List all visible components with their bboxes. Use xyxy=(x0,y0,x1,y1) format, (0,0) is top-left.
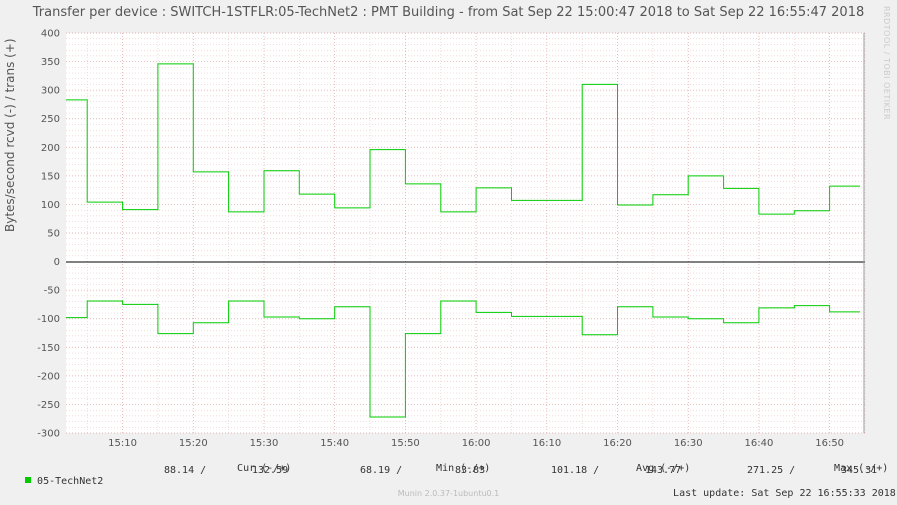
x-tick-label: 15:30 xyxy=(250,438,279,449)
y-tick-label: 150 xyxy=(41,171,60,182)
legend-series-entry: 05-TechNet2 xyxy=(13,465,103,487)
y-tick-label: 100 xyxy=(41,200,60,211)
series-group xyxy=(66,63,860,418)
legend-max-pos-wrap: 345.31 xyxy=(841,465,877,476)
last-update: Last update: Sat Sep 22 16:55:33 2018 xyxy=(673,488,896,499)
y-tick-label: 250 xyxy=(41,114,60,125)
y-tick-label: 0 xyxy=(54,257,60,268)
legend-header-cur: Cur (-/+) xyxy=(237,463,292,474)
y-tick-label: 350 xyxy=(41,57,60,68)
minor-grid xyxy=(66,33,866,433)
x-tick-label: 15:10 xyxy=(108,438,137,449)
x-tick-label: 16:00 xyxy=(462,438,491,449)
legend-color-swatch xyxy=(25,477,32,483)
y-tick-label: -100 xyxy=(37,314,60,325)
y-tick-label: -50 xyxy=(44,286,60,297)
y-tick-label: 200 xyxy=(41,143,60,154)
legend-header-max-wrap: Max (-/+) xyxy=(822,452,888,474)
legend-avg-pos: 143.77 xyxy=(645,465,682,476)
x-tick-label: 15:40 xyxy=(320,438,349,449)
legend-min-neg: 68.19 / xyxy=(360,465,403,476)
x-tick-label: 15:50 xyxy=(391,438,420,449)
legend-header-avg-wrap: Avg (-/+) xyxy=(624,452,690,474)
y-tick-labels: 400 350 300 250 200 150 100 50 0 -50 -100 -150 -200 -… xyxy=(37,29,60,440)
y-tick-label: -150 xyxy=(37,343,60,354)
legend-avg-pos-wrap: 143.77 xyxy=(645,465,681,476)
chart-title: Transfer per device : SWITCH-1STFLR:05-T… xyxy=(32,5,865,20)
rrdtool-watermark: RRDTOOL / TOBI OETIKER xyxy=(882,6,891,121)
legend-cur-neg: 88.14 / xyxy=(164,465,207,476)
legend-max-neg-wrap: 271.25 / xyxy=(747,465,795,476)
x-tick-label: 16:20 xyxy=(603,438,632,449)
x-tick-label: 16:30 xyxy=(674,438,703,449)
series-line-rcvd xyxy=(66,300,860,418)
y-tick-label: 50 xyxy=(47,229,60,240)
munin-version-footer: Munin 2.0.37-1ubuntu0.1 xyxy=(397,489,500,498)
x-tick-labels: 15:10 15:20 15:30 15:40 15:50 16:00 16:10 16:20… xyxy=(108,438,844,449)
legend-header-avg: Avg (-/+) xyxy=(636,463,691,474)
x-tick-label: 16:50 xyxy=(815,438,844,449)
legend-header-min: Min (-/+) xyxy=(436,463,491,474)
legend-min-pos-wrap: 83.83 xyxy=(455,465,485,476)
legend-min-neg-wrap: 68.19 / xyxy=(360,465,402,476)
x-tick-label: 16:40 xyxy=(745,438,774,449)
y-tick-label: -300 xyxy=(37,429,60,440)
y-tick-label: -200 xyxy=(37,371,60,382)
legend-min-pos: 83.83 xyxy=(455,465,486,476)
y-tick-label: 400 xyxy=(41,29,60,40)
legend-header-min-wrap: Min (-/+) xyxy=(424,452,490,474)
x-tick-label: 15:20 xyxy=(179,438,208,449)
legend-avg-neg-wrap: 101.18 / xyxy=(551,465,599,476)
legend-headers: Cur (-/+) xyxy=(225,452,291,474)
legend-cur-neg-wrap: 88.14 / xyxy=(164,465,206,476)
legend-cur-pos: 132.59 xyxy=(252,465,289,476)
x-tick-label: 16:10 xyxy=(532,438,561,449)
y-tick-label: 300 xyxy=(41,86,60,97)
y-tick-label: -250 xyxy=(37,400,60,411)
legend-max-pos: 345.31 xyxy=(841,465,878,476)
legend-header-max: Max (-/+) xyxy=(834,463,889,474)
legend-max-neg: 271.25 / xyxy=(747,465,796,476)
series-line-trans xyxy=(66,63,860,215)
legend-cur-pos-wrap: 132.59 xyxy=(252,465,288,476)
legend-avg-neg: 101.18 / xyxy=(551,465,600,476)
last-update-wrap: Last update: Sat Sep 22 16:55:33 2018 xyxy=(661,477,896,499)
legend-series-name: 05-TechNet2 xyxy=(37,476,104,487)
